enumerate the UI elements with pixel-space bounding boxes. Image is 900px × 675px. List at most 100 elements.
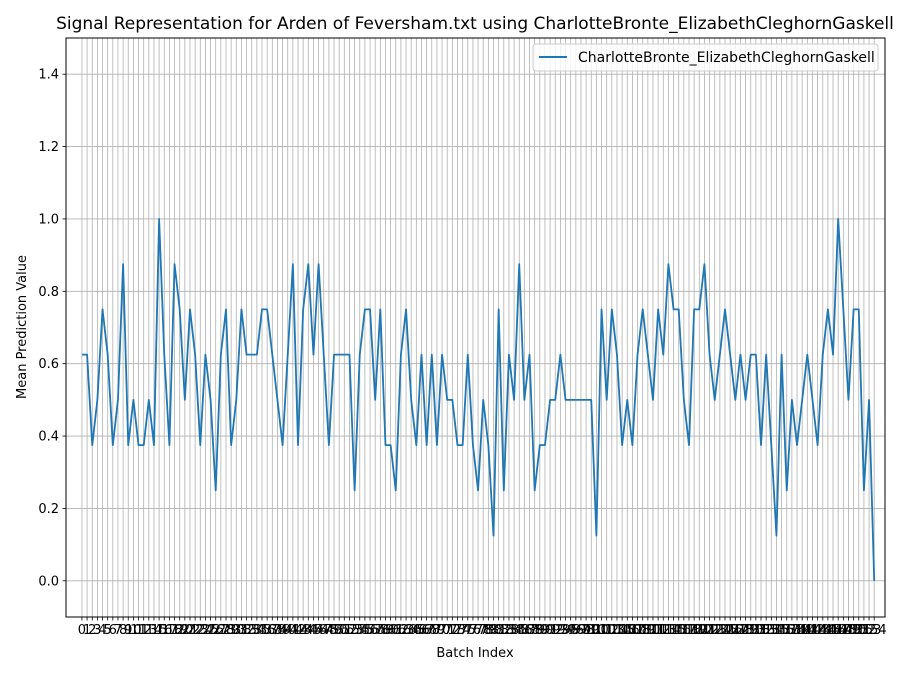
x-tick-label: 1 xyxy=(83,623,91,638)
x-tick-label: 37 xyxy=(264,623,281,638)
x-tick-label: 10 xyxy=(125,623,142,638)
x-tick-label: 46 xyxy=(310,623,327,638)
x-tick-label: 78 xyxy=(475,623,492,638)
x-tick-label: 52 xyxy=(341,623,358,638)
x-tick-label: 133 xyxy=(754,623,779,638)
x-tick-label: 64 xyxy=(403,623,420,638)
x-tick-label: 91 xyxy=(542,623,559,638)
x-tick-label: 49 xyxy=(326,623,343,638)
x-tick-label: 8 xyxy=(119,623,127,638)
x-tick-label: 80 xyxy=(485,623,502,638)
x-tick-label: 18 xyxy=(166,623,183,638)
x-tick-label: 48 xyxy=(321,623,338,638)
y-tick-label: 0.6 xyxy=(38,357,59,372)
x-tick-label: 58 xyxy=(372,623,389,638)
x-tick-label: 47 xyxy=(315,623,332,638)
x-tick-label: 139 xyxy=(785,623,810,638)
x-tick-label: 126 xyxy=(718,623,743,638)
x-tick-label: 125 xyxy=(713,623,738,638)
x-tick-label: 23 xyxy=(192,623,209,638)
x-tick-label: 153 xyxy=(857,623,882,638)
x-tick-label: 25 xyxy=(202,623,219,638)
x-tick-label: 72 xyxy=(444,623,461,638)
x-tick-label: 13 xyxy=(141,623,158,638)
x-tick-label: 51 xyxy=(336,623,353,638)
x-tick-label: 93 xyxy=(552,623,569,638)
y-axis-label: Mean Prediction Value xyxy=(15,255,30,399)
x-tick-label: 122 xyxy=(697,623,722,638)
x-tick-label: 82 xyxy=(496,623,513,638)
x-tick-label: 102 xyxy=(594,623,619,638)
x-tick-label: 100 xyxy=(584,623,609,638)
x-tick-label: 60 xyxy=(382,623,399,638)
x-tick-label: 84 xyxy=(506,623,523,638)
x-tick-label: 73 xyxy=(449,623,466,638)
x-tick-label: 21 xyxy=(182,623,199,638)
x-tick-label: 98 xyxy=(578,623,595,638)
x-tick-label: 108 xyxy=(625,623,650,638)
x-tick-label: 4 xyxy=(98,623,106,638)
x-tick-label: 31 xyxy=(233,623,250,638)
x-tick-label: 90 xyxy=(537,623,554,638)
x-tick-label: 136 xyxy=(769,623,794,638)
x-tick-label: 22 xyxy=(187,623,204,638)
x-tick-label: 24 xyxy=(197,623,214,638)
plot-frame xyxy=(65,37,886,618)
x-tick-label: 154 xyxy=(862,623,887,638)
x-tick-label: 9 xyxy=(124,623,132,638)
x-tick-label: 3 xyxy=(93,623,101,638)
x-tick-label: 27 xyxy=(213,623,230,638)
x-tick-label: 138 xyxy=(779,623,804,638)
x-tick-label: 30 xyxy=(228,623,245,638)
x-tick-label: 50 xyxy=(331,623,348,638)
x-tick-label: 83 xyxy=(501,623,518,638)
x-tick-label: 14 xyxy=(146,623,163,638)
x-tick-label: 106 xyxy=(615,623,640,638)
tick-layer: 0123456789101112131415161718192021222324… xyxy=(38,68,886,638)
x-tick-label: 54 xyxy=(351,623,368,638)
x-tick-label: 77 xyxy=(470,623,487,638)
x-tick-label: 123 xyxy=(702,623,727,638)
x-tick-label: 67 xyxy=(418,623,435,638)
x-tick-label: 42 xyxy=(290,623,307,638)
x-tick-label: 146 xyxy=(821,623,846,638)
x-tick-label: 19 xyxy=(171,623,188,638)
x-tick-label: 117 xyxy=(671,623,696,638)
x-tick-label: 148 xyxy=(831,623,856,638)
x-tick-label: 65 xyxy=(408,623,425,638)
x-tick-label: 74 xyxy=(454,623,471,638)
x-tick-label: 101 xyxy=(589,623,614,638)
x-tick-label: 94 xyxy=(557,623,574,638)
x-tick-label: 17 xyxy=(161,623,178,638)
x-tick-label: 15 xyxy=(151,623,168,638)
x-tick-label: 144 xyxy=(810,623,835,638)
x-tick-label: 132 xyxy=(749,623,774,638)
x-tick-label: 129 xyxy=(733,623,758,638)
x-tick-label: 92 xyxy=(547,623,564,638)
x-tick-label: 120 xyxy=(687,623,712,638)
x-tick-label: 76 xyxy=(465,623,482,638)
x-tick-label: 99 xyxy=(583,623,600,638)
x-tick-label: 41 xyxy=(285,623,302,638)
x-tick-label: 40 xyxy=(279,623,296,638)
x-tick-label: 137 xyxy=(774,623,799,638)
x-tick-label: 147 xyxy=(826,623,851,638)
x-tick-label: 150 xyxy=(841,623,866,638)
x-tick-label: 57 xyxy=(367,623,384,638)
grid-layer xyxy=(66,38,885,617)
x-tick-label: 119 xyxy=(682,623,707,638)
x-tick-label: 11 xyxy=(130,623,147,638)
x-tick-label: 55 xyxy=(357,623,374,638)
x-tick-label: 140 xyxy=(790,623,815,638)
legend-box xyxy=(532,43,879,72)
y-tick-label: 1.2 xyxy=(38,140,59,155)
x-tick-label: 7 xyxy=(114,623,122,638)
x-tick-label: 38 xyxy=(269,623,286,638)
x-tick-label: 6 xyxy=(109,623,117,638)
x-tick-label: 69 xyxy=(429,623,446,638)
x-tick-label: 149 xyxy=(836,623,861,638)
x-tick-label: 62 xyxy=(393,623,410,638)
x-tick-label: 111 xyxy=(641,623,666,638)
x-tick-label: 45 xyxy=(305,623,322,638)
x-tick-label: 43 xyxy=(295,623,312,638)
